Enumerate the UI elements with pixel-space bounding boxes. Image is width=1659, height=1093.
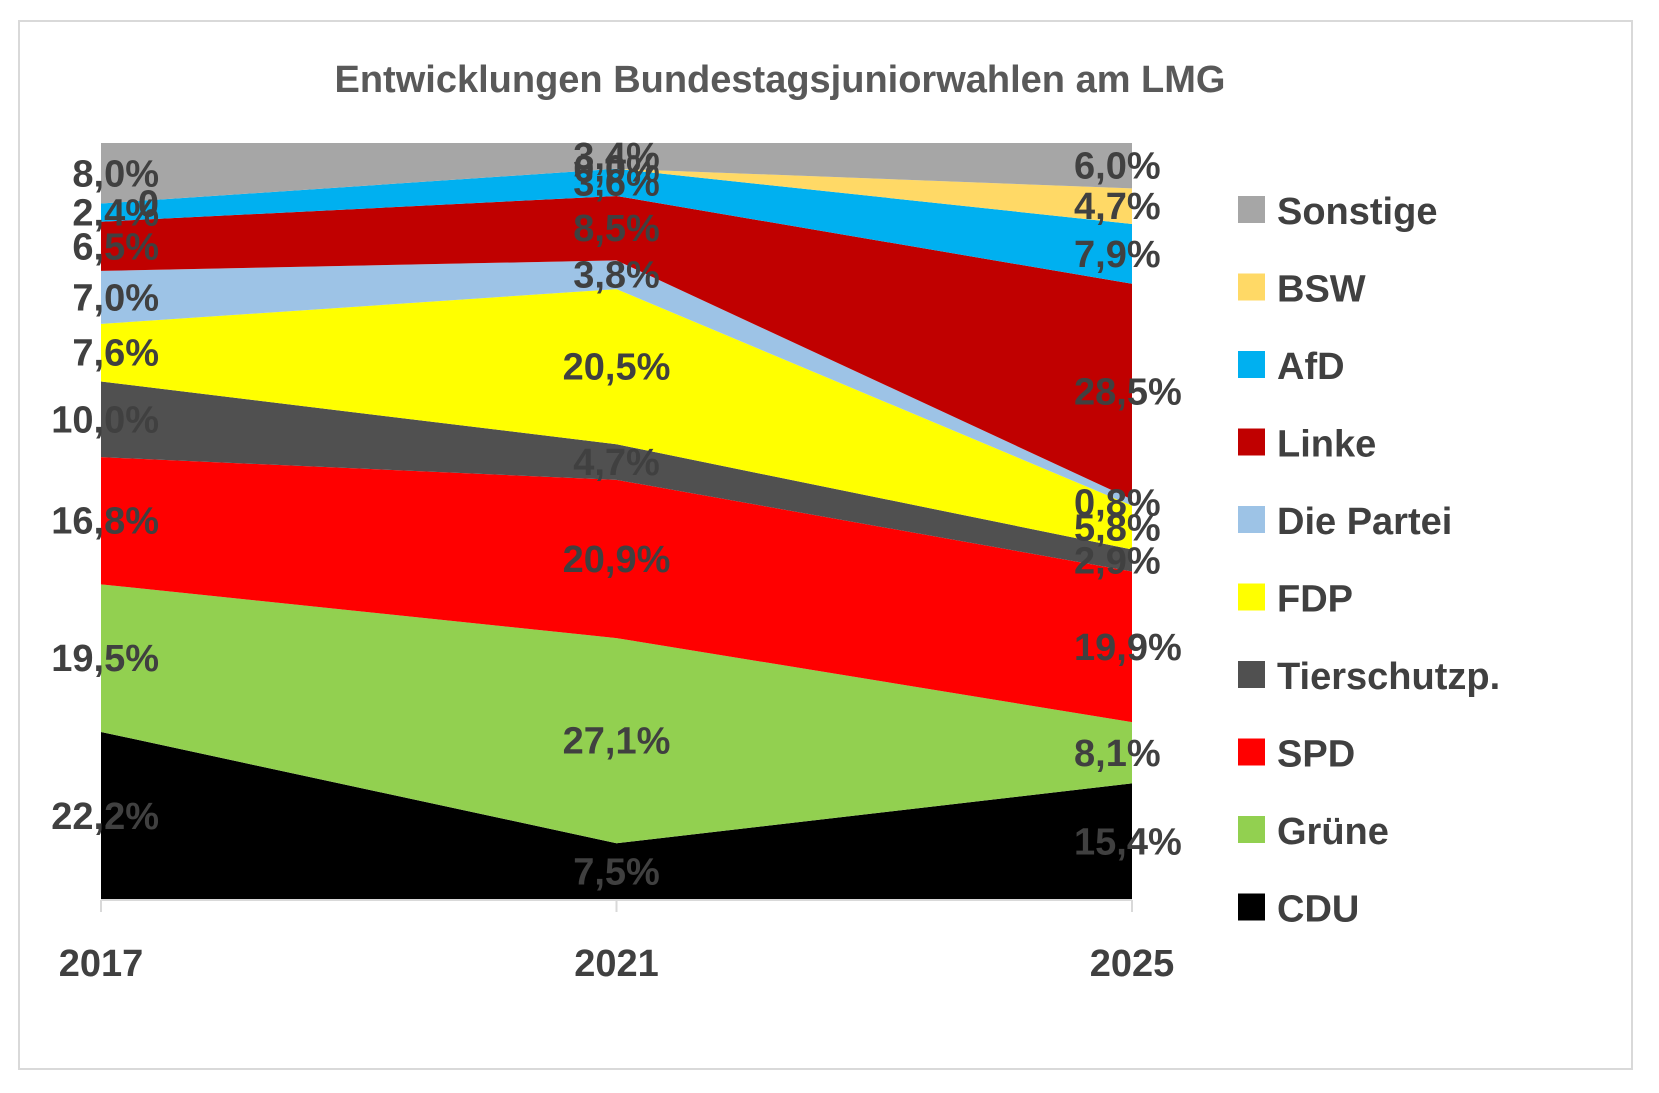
- legend-label-sonstige: Sonstige: [1277, 191, 1437, 233]
- data-label-bsw-2021: 0,0%: [573, 149, 660, 191]
- legend-label-gr-ne: Grüne: [1277, 811, 1389, 853]
- data-label-spd-2025: 19,9%: [1074, 627, 1182, 669]
- legend-swatch-tierschutzp: [1238, 661, 1265, 688]
- legend-item-cdu: CDU: [1238, 889, 1359, 931]
- data-label-cdu-2021: 7,5%: [573, 852, 660, 894]
- legend-item-die-partei: Die Partei: [1238, 501, 1452, 543]
- data-label-fdp-2017: 7,6%: [72, 333, 159, 375]
- x-tick-label-2017: 2017: [59, 943, 144, 985]
- data-label-cdu-2017: 22,2%: [51, 796, 159, 838]
- area-layers: [101, 143, 1132, 900]
- data-label-die-partei-2025: 0,8%: [1074, 483, 1161, 525]
- legend-label-fdp: FDP: [1277, 579, 1353, 621]
- legend-item-sonstige: Sonstige: [1238, 191, 1437, 233]
- area-afd: [101, 168, 1132, 284]
- legend-swatch-spd: [1238, 738, 1265, 766]
- area-die-partei: [101, 260, 1132, 506]
- legend-swatch-linke: [1238, 428, 1265, 456]
- area-cdu: [101, 731, 1132, 900]
- legend: Sonstige BSW AfD Linke Die Partei FDP Tierschu…: [1238, 191, 1500, 931]
- data-label-gr-ne-2025: 8,1%: [1074, 733, 1161, 775]
- legend-item-linke: Linke: [1238, 424, 1376, 466]
- x-tick-label-2025: 2025: [1090, 943, 1175, 985]
- data-label-linke-2017: 6,5%: [72, 226, 159, 268]
- legend-label-cdu: CDU: [1277, 889, 1359, 931]
- data-label-die-partei-2021: 3,8%: [573, 255, 660, 297]
- data-label-sonstige-2025: 6,0%: [1074, 146, 1161, 188]
- area-sonstige: [101, 143, 1132, 204]
- legend-swatch-cdu: [1238, 893, 1265, 921]
- data-label-fdp-2025: 5,8%: [1074, 508, 1161, 550]
- legend-label-spd: SPD: [1277, 734, 1355, 776]
- data-label-spd-2017: 16,8%: [51, 501, 159, 543]
- legend-item-bsw: BSW: [1238, 269, 1366, 311]
- data-label-gr-ne-2017: 19,5%: [51, 638, 159, 680]
- legend-item-spd: SPD: [1238, 734, 1355, 776]
- legend-swatch-die-partei: [1238, 506, 1265, 533]
- legend-swatch-gr-ne: [1238, 816, 1265, 843]
- legend-label-bsw: BSW: [1277, 269, 1366, 311]
- area-gr-ne: [101, 584, 1132, 844]
- area-tierschutzp: [101, 381, 1132, 572]
- legend-swatch-afd: [1238, 351, 1265, 378]
- data-label-linke-2025: 28,5%: [1074, 372, 1182, 414]
- area-spd: [101, 457, 1132, 723]
- data-label-spd-2021: 20,9%: [563, 539, 671, 581]
- data-label-sonstige-2021: 3,4%: [573, 136, 660, 178]
- legend-item-tierschutzp: Tierschutzp.: [1238, 656, 1500, 698]
- x-axis: 2017 2021 2025: [59, 899, 1175, 985]
- data-label-fdp-2021: 20,5%: [563, 347, 671, 389]
- legend-label-afd: AfD: [1277, 346, 1345, 388]
- data-label-bsw-2017: 0: [138, 184, 159, 226]
- data-label-tierschutzp-2025: 2,9%: [1074, 540, 1161, 582]
- area-bsw: [101, 168, 1132, 224]
- data-label-tierschutzp-2017: 10,0%: [51, 399, 159, 441]
- data-label-die-partei-2017: 7,0%: [72, 277, 159, 319]
- legend-item-afd: AfD: [1238, 346, 1345, 388]
- data-labels: 22,2% 7,5% 15,4% 19,5% 27,1% 8,1% 16,8% 20,9% 19…: [51, 136, 1182, 894]
- legend-label-linke: Linke: [1277, 424, 1376, 466]
- legend-label-die-partei: Die Partei: [1277, 501, 1452, 543]
- data-label-gr-ne-2021: 27,1%: [563, 721, 671, 763]
- area-fdp: [101, 289, 1132, 550]
- data-label-cdu-2025: 15,4%: [1074, 822, 1182, 864]
- legend-swatch-fdp: [1238, 583, 1265, 611]
- legend-label-tierschutzp: Tierschutzp.: [1277, 656, 1500, 698]
- legend-swatch-bsw: [1238, 273, 1265, 301]
- area-linke: [101, 195, 1132, 500]
- data-label-sonstige-2017: 8,0%: [72, 153, 159, 195]
- data-label-afd-2025: 7,9%: [1074, 234, 1161, 276]
- x-tick-label-2021: 2021: [574, 943, 659, 985]
- data-label-afd-2021: 3,6%: [573, 162, 660, 204]
- data-label-tierschutzp-2021: 4,7%: [573, 442, 660, 484]
- data-label-linke-2021: 8,5%: [573, 208, 660, 250]
- data-label-afd-2017: 2,4%: [72, 193, 159, 235]
- legend-item-fdp: FDP: [1238, 579, 1353, 621]
- data-label-bsw-2025: 4,7%: [1074, 186, 1161, 228]
- legend-item-gr-ne: Grüne: [1238, 811, 1389, 853]
- legend-swatch-sonstige: [1238, 196, 1265, 223]
- chart-title: Entwicklungen Bundestagsjuniorwahlen am …: [335, 59, 1226, 101]
